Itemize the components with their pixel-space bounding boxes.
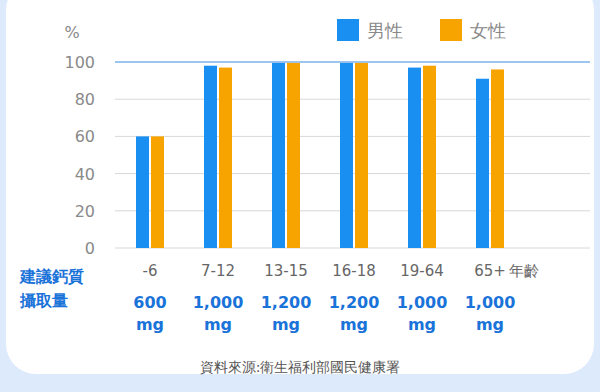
bar	[408, 68, 421, 248]
x-tick-label: 7-12	[201, 262, 235, 280]
y-tick-label: 0	[85, 239, 95, 258]
y-tick-label: 100	[64, 53, 95, 72]
chart-wrap: % 0 20 40 60 80 100 -6 7-12 13-15 16-18 19-64 65+年齡 建…	[0, 0, 600, 392]
intake-value: 600	[133, 293, 166, 312]
intake-value: 1,200	[261, 293, 312, 312]
y-axis-label: %	[64, 23, 79, 42]
intake-unit: mg	[272, 315, 300, 334]
bar	[355, 63, 368, 248]
x-tick-label: 13-15	[264, 262, 308, 280]
bar	[204, 66, 217, 248]
panel	[6, 0, 594, 374]
y-tick-label: 80	[75, 90, 95, 109]
intake-value: 1,000	[397, 293, 448, 312]
x-tick-label: 16-18	[332, 262, 376, 280]
x-tick-label: -6	[143, 262, 158, 280]
intake-title: 攝取量	[19, 291, 68, 310]
bar	[476, 79, 489, 248]
intake-value: 1,000	[193, 293, 244, 312]
bar	[151, 136, 164, 248]
x-axis-label: 年齡	[509, 262, 539, 280]
chart: % 0 20 40 60 80 100 -6 7-12 13-15 16-18 19-64 65+年齡 建…	[0, 0, 600, 392]
bar	[272, 63, 285, 248]
y-tick-label: 40	[75, 165, 95, 184]
legend-label: 男性	[367, 20, 403, 41]
y-tick-label: 60	[75, 127, 95, 146]
intake-unit: mg	[340, 315, 368, 334]
bar	[491, 69, 504, 248]
bars	[136, 63, 504, 248]
bar	[136, 136, 149, 248]
x-tick-label: 19-64	[400, 262, 444, 280]
bar	[287, 63, 300, 248]
intake-unit: mg	[136, 315, 164, 334]
y-tick-label: 20	[75, 202, 95, 221]
intake-unit: mg	[204, 315, 232, 334]
source: 資料來源:衛生福利部國民健康署	[200, 359, 401, 375]
intake-value: 1,200	[329, 293, 380, 312]
intake-unit: mg	[476, 315, 504, 334]
intake-unit: mg	[408, 315, 436, 334]
bar	[219, 68, 232, 248]
bar	[340, 63, 353, 248]
bar	[423, 66, 436, 248]
legend-swatch	[440, 19, 462, 41]
intake-title: 建議鈣質	[18, 267, 84, 286]
legend-swatch	[337, 19, 359, 41]
legend-label: 女性	[470, 20, 506, 41]
grid-line	[115, 62, 590, 63]
intake-value: 1,000	[465, 293, 516, 312]
x-tick-label: 65+	[474, 262, 506, 280]
